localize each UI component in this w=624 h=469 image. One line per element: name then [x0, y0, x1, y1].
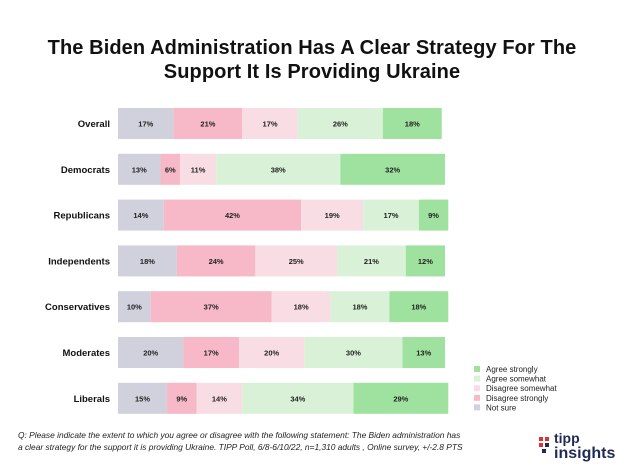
bar-segment-liberals-agree-somewhat	[242, 382, 354, 414]
data-label-republicans-agree-somewhat: 17%	[384, 211, 399, 220]
data-label-liberals-disagree-somewhat: 14%	[212, 394, 227, 403]
bar-segment-independents-not-sure	[118, 245, 177, 277]
legend-label-disagree-strongly: Disagree strongly	[486, 394, 548, 403]
chart-title-line-1: The Biden Administration Has A Clear Str…	[47, 37, 577, 59]
data-label-independents-agree-somewhat: 21%	[364, 257, 379, 266]
data-label-overall-agree-somewhat: 26%	[333, 120, 348, 129]
category-label-independents: Independents	[48, 256, 110, 267]
data-label-moderates-not-sure: 20%	[143, 349, 158, 358]
legend-swatch-agree-strongly	[474, 366, 480, 372]
bar-segment-liberals-agree-strongly	[353, 382, 449, 414]
category-label-liberals: Liberals	[74, 394, 110, 405]
data-label-overall-agree-strongly: 18%	[405, 120, 420, 129]
bar-segment-moderates-agree-strongly	[402, 337, 445, 368]
data-label-overall-disagree-somewhat: 17%	[263, 120, 278, 129]
data-label-independents-disagree-strongly: 24%	[209, 257, 224, 266]
chart-title-line-2: Support It Is Providing Ukraine	[163, 61, 461, 83]
bar-segment-independents-disagree-strongly	[176, 245, 256, 277]
legend-label-agree-somewhat: Agree somewhat	[486, 375, 547, 384]
bar-segment-conservatives-not-sure	[118, 291, 151, 323]
legend-swatch-not-sure	[474, 404, 480, 411]
data-label-independents-disagree-somewhat: 25%	[289, 257, 304, 266]
data-label-conservatives-disagree-strongly: 37%	[204, 303, 219, 312]
bar-segment-overall-agree-strongly	[382, 108, 442, 139]
bar-segment-overall-disagree-strongly	[173, 108, 243, 139]
bar-segment-moderates-disagree-somewhat	[238, 337, 305, 368]
category-label-republicans: Republicans	[54, 211, 111, 222]
category-label-democrats: Democrats	[61, 165, 110, 176]
bar-segment-conservatives-disagree-strongly	[150, 291, 272, 323]
data-label-liberals-agree-strongly: 29%	[393, 394, 408, 403]
bar-segment-democrats-disagree-strongly	[160, 153, 181, 185]
data-label-democrats-not-sure: 13%	[132, 165, 147, 174]
data-label-democrats-agree-somewhat: 38%	[271, 165, 286, 174]
legend-label-disagree-somewhat: Disagree somewhat	[486, 384, 557, 393]
category-label-conservatives: Conservatives	[45, 302, 110, 313]
bar-segment-republicans-disagree-strongly	[163, 199, 302, 231]
legend-swatch-disagree-strongly	[474, 394, 480, 401]
data-label-republicans-not-sure: 14%	[133, 211, 148, 220]
bar-segment-democrats-agree-strongly	[340, 153, 445, 185]
legend-label-not-sure: Not sure	[486, 403, 517, 412]
legend-swatch-disagree-somewhat	[474, 385, 480, 392]
bar-segment-overall-disagree-somewhat	[242, 108, 298, 139]
logo-text-top: tipp	[554, 430, 580, 446]
logo-text-bottom: insights	[554, 445, 616, 462]
data-label-independents-agree-strongly: 12%	[418, 257, 433, 266]
bar-segment-overall-not-sure	[118, 108, 174, 139]
bar-segment-independents-disagree-somewhat	[255, 245, 338, 277]
data-label-moderates-agree-somewhat: 30%	[346, 349, 361, 358]
bar-segment-conservatives-disagree-somewhat	[271, 291, 331, 323]
bar-segment-independents-agree-strongly	[405, 245, 445, 277]
bar-segment-democrats-agree-somewhat	[216, 153, 341, 185]
data-label-conservatives-not-sure: 10%	[127, 303, 142, 312]
bar-segment-conservatives-agree-somewhat	[330, 291, 390, 323]
bar-segment-moderates-not-sure	[118, 337, 184, 368]
data-label-conservatives-agree-strongly: 18%	[411, 303, 426, 312]
bar-segment-democrats-disagree-somewhat	[180, 153, 217, 185]
data-label-conservatives-disagree-somewhat: 18%	[294, 303, 309, 312]
data-label-overall-not-sure: 17%	[138, 120, 153, 129]
data-label-independents-not-sure: 18%	[140, 257, 155, 266]
data-label-liberals-not-sure: 15%	[135, 394, 150, 403]
bar-segment-independents-agree-somewhat	[337, 245, 406, 277]
logo-mark-icon	[539, 437, 549, 453]
data-label-moderates-disagree-somewhat: 20%	[264, 349, 279, 358]
bar-segment-liberals-disagree-strongly	[167, 382, 197, 414]
bar-segment-overall-agree-somewhat	[297, 108, 383, 139]
tipp-insights-logo: tipp insights	[538, 430, 622, 464]
bar-segment-democrats-not-sure	[118, 153, 161, 185]
legend-label-agree-strongly: Agree strongly	[486, 365, 538, 374]
chart-title: The Biden Administration Has A Clear Str…	[0, 36, 624, 84]
bar-segment-liberals-not-sure	[118, 382, 168, 414]
footnote-line-2: a clear strategy for the support it is p…	[18, 442, 463, 452]
bar-segment-republicans-agree-strongly	[418, 199, 449, 231]
data-label-liberals-disagree-strongly: 9%	[176, 394, 187, 403]
data-label-democrats-agree-strongly: 32%	[385, 165, 400, 174]
data-label-overall-disagree-strongly: 21%	[200, 120, 215, 129]
survey-footnote: Q: Please indicate the extent to which y…	[18, 429, 508, 453]
data-label-moderates-agree-strongly: 13%	[416, 349, 431, 358]
data-label-democrats-disagree-strongly: 6%	[165, 165, 176, 174]
bar-segment-moderates-disagree-strongly	[183, 337, 239, 368]
bar-segment-liberals-disagree-somewhat	[196, 382, 243, 414]
data-label-conservatives-agree-somewhat: 18%	[352, 303, 367, 312]
bar-segment-conservatives-agree-strongly	[389, 291, 449, 323]
bar-segment-republicans-disagree-somewhat	[301, 199, 364, 231]
data-label-republicans-disagree-somewhat: 19%	[325, 211, 340, 220]
bar-segment-republicans-not-sure	[118, 199, 164, 231]
data-label-democrats-disagree-somewhat: 11%	[191, 165, 206, 174]
data-label-liberals-agree-somewhat: 34%	[290, 394, 305, 403]
legend-swatch-agree-somewhat	[474, 375, 480, 382]
category-label-moderates: Moderates	[62, 348, 110, 359]
data-label-moderates-disagree-strongly: 17%	[204, 349, 219, 358]
data-label-republicans-agree-strongly: 9%	[428, 211, 439, 220]
bar-segment-republicans-agree-somewhat	[363, 199, 419, 231]
footnote-line-1: Q: Please indicate the extent to which y…	[18, 430, 461, 440]
bar-segment-moderates-agree-somewhat	[304, 337, 403, 368]
data-label-republicans-disagree-strongly: 42%	[225, 211, 240, 220]
category-label-overall: Overall	[78, 119, 110, 130]
